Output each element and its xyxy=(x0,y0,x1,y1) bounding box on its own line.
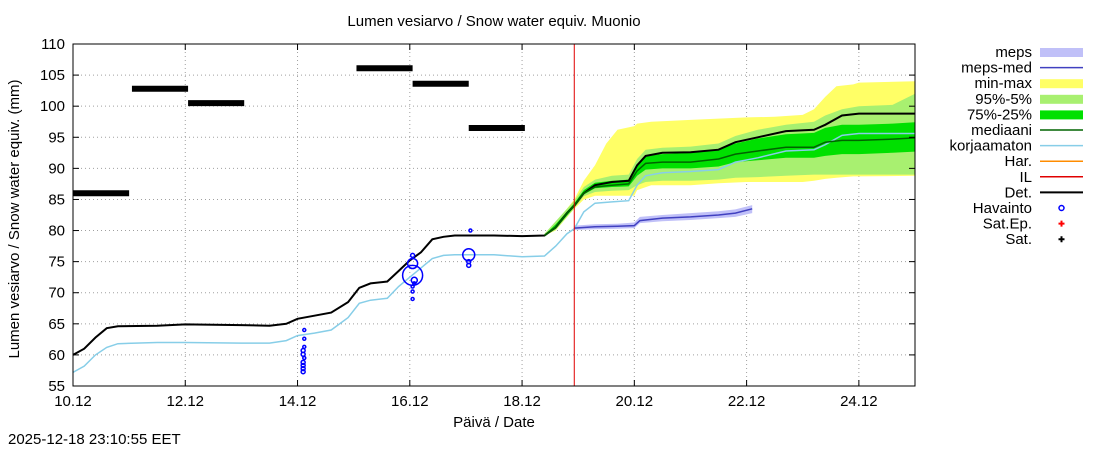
legend-swatch xyxy=(1040,110,1083,120)
y-tick-label: 85 xyxy=(48,191,65,208)
legend-label: meps xyxy=(995,44,1032,61)
havainto-point xyxy=(410,289,415,294)
havainto-point xyxy=(412,281,417,286)
legend-label: meps-med xyxy=(961,60,1032,77)
legend-swatch xyxy=(1058,236,1065,243)
legend-label: 95%-5% xyxy=(975,91,1032,108)
y-tick-label: 80 xyxy=(48,223,65,240)
havainto-point xyxy=(465,262,472,269)
legend-label: mediaani xyxy=(971,122,1032,139)
legend-label: Sat.Ep. xyxy=(983,216,1032,233)
legend: mepsmeps-medmin-max95%-5%75%-25%mediaani… xyxy=(949,44,1083,248)
chart-title: Lumen vesiarvo / Snow water equiv. Muoni… xyxy=(347,13,640,30)
legend-item-korjaamaton: korjaamaton xyxy=(949,138,1083,155)
havainto-point xyxy=(302,336,307,341)
havainto-point xyxy=(300,365,306,372)
legend-label: Har. xyxy=(1004,153,1032,170)
havainto-point xyxy=(300,359,306,366)
legend-swatch xyxy=(1040,79,1083,89)
y-tick-label: 95 xyxy=(48,129,65,146)
y-tick-label: 60 xyxy=(48,347,65,364)
x-tick-label: 22.12 xyxy=(728,393,766,410)
havainto-point xyxy=(468,228,473,233)
grid xyxy=(73,44,915,386)
legend-label: min-max xyxy=(974,75,1032,92)
legend-item-meps-med: meps-med xyxy=(961,60,1083,77)
plot-area xyxy=(73,44,915,386)
y-tick-label: 70 xyxy=(48,285,65,302)
y-tick-label: 110 xyxy=(41,36,65,53)
havainto-point xyxy=(300,368,306,375)
legend-item-mediaani: mediaani xyxy=(971,122,1083,139)
legend-swatch xyxy=(1040,94,1083,104)
y-tick-label: 105 xyxy=(40,67,65,84)
havainto-point xyxy=(410,284,415,289)
havainto-point xyxy=(406,257,419,270)
x-tick-label: 10.12 xyxy=(54,393,92,410)
y-axis-label: Lumen vesiarvo / Snow water equiv. (mm) xyxy=(6,80,23,359)
legend-item-har-: Har. xyxy=(1004,153,1083,170)
havainto-point xyxy=(461,248,476,262)
band-75-25- xyxy=(544,122,915,236)
legend-label: korjaamaton xyxy=(949,138,1032,155)
legend-item-havainto: Havainto xyxy=(973,200,1065,217)
havainto-point xyxy=(302,344,307,350)
havainto-point xyxy=(410,276,419,285)
x-tick-label: 24.12 xyxy=(840,393,878,410)
legend-item-sat-: Sat. xyxy=(1005,231,1065,248)
legend-label: Havainto xyxy=(973,200,1032,217)
legend-swatch xyxy=(1058,204,1065,212)
x-tick-label: 20.12 xyxy=(616,393,654,410)
series-mediaani xyxy=(544,137,915,237)
legend-swatch xyxy=(1058,220,1065,227)
legend-item-min-max: min-max xyxy=(974,75,1083,92)
legend-label: IL xyxy=(1019,169,1032,186)
timestamp: 2025-12-18 23:10:55 EET xyxy=(8,431,181,448)
legend-item-meps: meps xyxy=(995,44,1083,61)
x-tick-label: 16.12 xyxy=(391,393,429,410)
legend-item-95-5-: 95%-5% xyxy=(975,91,1083,108)
havainto-point xyxy=(302,327,307,333)
legend-label: Sat. xyxy=(1005,231,1032,248)
legend-item-det-: Det. xyxy=(1004,184,1083,201)
y-tick-label: 65 xyxy=(48,316,65,333)
y-tick-label: 75 xyxy=(48,254,65,271)
havainto-point xyxy=(410,296,415,302)
plot-frame xyxy=(72,43,916,387)
x-tick-label: 12.12 xyxy=(166,393,204,410)
legend-item-sat-ep-: Sat.Ep. xyxy=(983,216,1065,233)
series-det- xyxy=(73,112,915,356)
series-meps-med xyxy=(574,208,753,229)
y-tick-label: 100 xyxy=(40,98,65,115)
x-tick-label: 18.12 xyxy=(503,393,541,410)
legend-item-75-25-: 75%-25% xyxy=(967,106,1083,123)
y-tick-label: 90 xyxy=(48,160,65,177)
y-tick-label: 55 xyxy=(48,378,65,395)
legend-swatch xyxy=(1040,48,1083,57)
legend-label: Det. xyxy=(1004,184,1032,201)
legend-item-il: IL xyxy=(1019,169,1083,186)
havainto-point xyxy=(300,347,306,354)
x-tick-label: 14.12 xyxy=(279,393,317,410)
havainto-point xyxy=(300,362,306,369)
x-axis-label: Päivä / Date xyxy=(453,414,535,431)
legend-label: 75%-25% xyxy=(967,106,1032,123)
havainto-point xyxy=(409,252,416,259)
